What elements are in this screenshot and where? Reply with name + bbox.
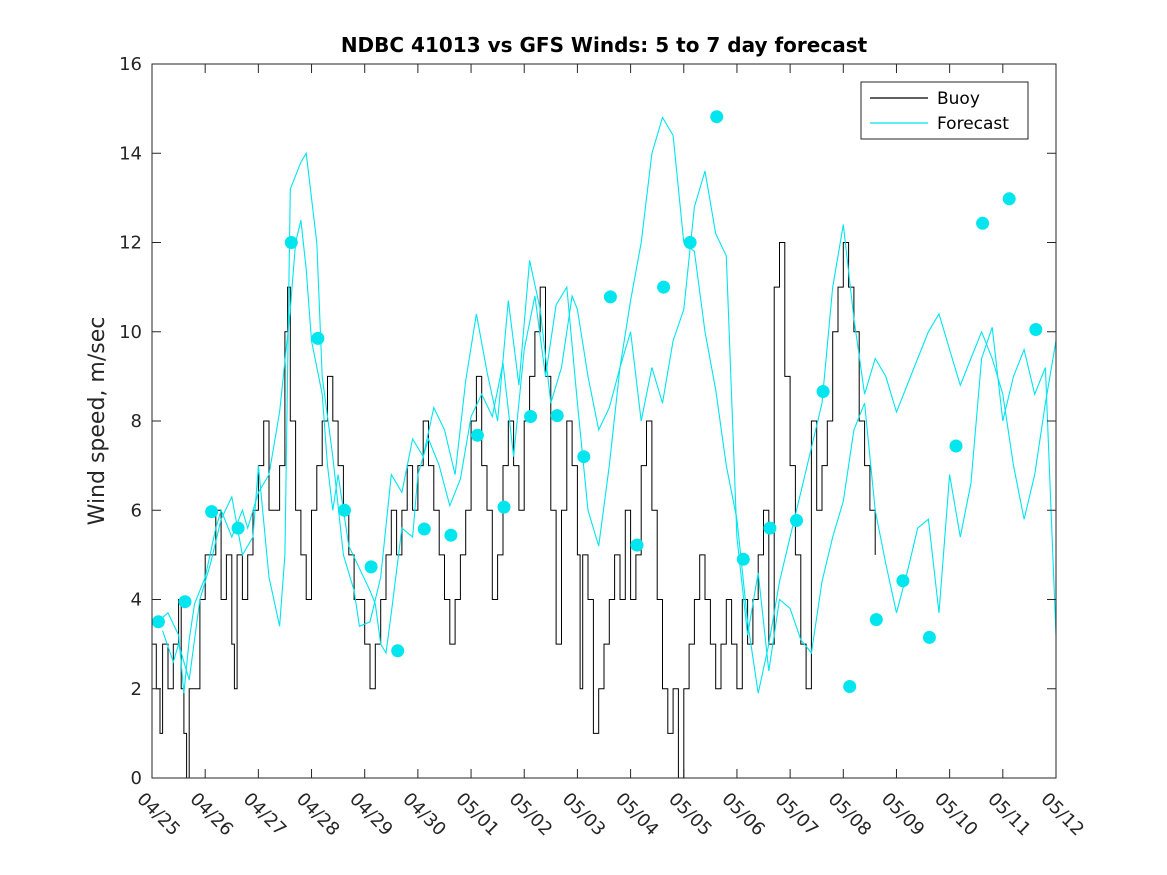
y-tick-label: 4 bbox=[131, 590, 142, 611]
y-tick-label: 16 bbox=[119, 54, 142, 75]
forecast-marker-28 bbox=[922, 630, 936, 644]
forecast-series-line-1 bbox=[156, 116, 1056, 694]
forecast-marker-0 bbox=[152, 615, 165, 629]
forecast-marker-19 bbox=[683, 236, 697, 249]
forecast-marker-31 bbox=[1002, 192, 1016, 206]
forecast-marker-30 bbox=[976, 216, 990, 230]
forecast-marker-7 bbox=[364, 560, 378, 574]
forecast-marker-25 bbox=[843, 680, 857, 693]
forecast-marker-2 bbox=[205, 505, 219, 519]
forecast-marker-16 bbox=[603, 290, 617, 304]
y-tick-label: 14 bbox=[119, 143, 142, 164]
forecast-marker-17 bbox=[630, 538, 644, 552]
forecast-marker-5 bbox=[311, 331, 325, 345]
y-tick-label: 12 bbox=[119, 233, 142, 254]
forecast-marker-14 bbox=[550, 409, 564, 423]
forecast-marker-11 bbox=[470, 428, 484, 442]
plot-area bbox=[152, 110, 1056, 778]
forecast-marker-23 bbox=[790, 514, 803, 527]
forecast-marker-1 bbox=[178, 595, 192, 609]
forecast-marker-4 bbox=[284, 236, 298, 249]
forecast-marker-24 bbox=[816, 385, 830, 398]
forecast-marker-18 bbox=[657, 280, 671, 294]
legend: Buoy Forecast bbox=[860, 81, 1029, 140]
forecast-marker-15 bbox=[577, 450, 591, 464]
forecast-marker-29 bbox=[949, 439, 963, 453]
forecast-marker-26 bbox=[869, 613, 883, 627]
forecast-marker-32 bbox=[1029, 323, 1043, 336]
y-tick-label: 6 bbox=[131, 500, 142, 521]
forecast-marker-20 bbox=[710, 110, 724, 124]
forecast-marker-3 bbox=[231, 521, 245, 535]
y-tick-label: 10 bbox=[119, 322, 142, 343]
forecast-marker-27 bbox=[896, 574, 910, 588]
forecast-marker-21 bbox=[736, 552, 750, 566]
legend-label-forecast: Forecast bbox=[937, 114, 1009, 134]
y-axis-label: Wind speed, m/sec bbox=[85, 317, 110, 526]
forecast-marker-13 bbox=[524, 410, 538, 423]
forecast-marker-22 bbox=[763, 521, 777, 535]
forecast-marker-6 bbox=[338, 503, 351, 517]
y-tick-label: 8 bbox=[131, 411, 142, 432]
forecast-marker-8 bbox=[391, 644, 405, 658]
y-tick-label: 0 bbox=[131, 768, 142, 789]
chart-title: NDBC 41013 vs GFS Winds: 5 to 7 day fore… bbox=[341, 33, 868, 57]
legend-label-buoy: Buoy bbox=[937, 89, 980, 109]
series-group bbox=[152, 110, 1056, 778]
forecast-marker-9 bbox=[417, 522, 431, 536]
legend-box bbox=[860, 81, 1029, 140]
forecast-marker-10 bbox=[444, 528, 458, 542]
buoy-series-line bbox=[152, 242, 876, 778]
forecast-marker-12 bbox=[497, 500, 511, 514]
forecast-series-line-2 bbox=[162, 151, 1056, 680]
y-tick-label: 2 bbox=[131, 679, 142, 700]
